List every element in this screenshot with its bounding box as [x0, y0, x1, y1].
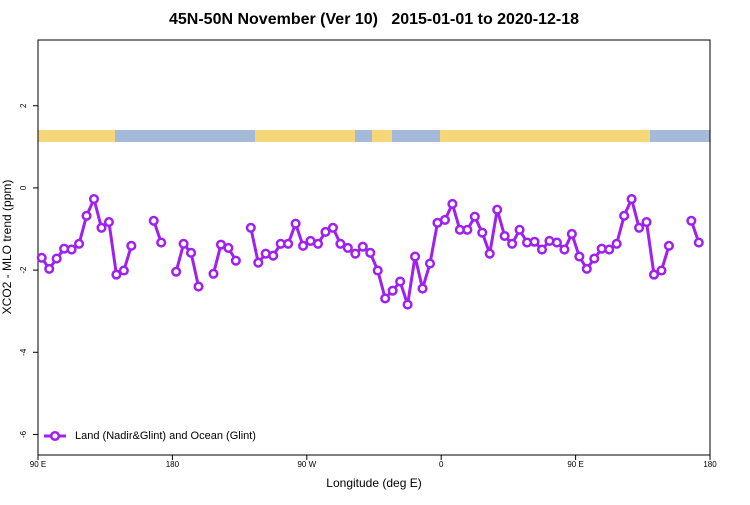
y-tick-label: 0 — [19, 185, 28, 190]
data-point — [335, 238, 346, 249]
data-point — [186, 247, 197, 258]
x-tick-label: 0 — [439, 460, 444, 469]
data-point — [193, 281, 204, 292]
data-point — [380, 293, 391, 304]
x-axis-label: Longitude (deg E) — [326, 476, 421, 490]
data-point — [611, 238, 622, 249]
data-point — [492, 204, 503, 215]
data-point — [320, 226, 331, 237]
data-point — [619, 210, 630, 221]
data-point — [208, 268, 219, 279]
data-point — [223, 242, 234, 253]
y-tick-label: 2 — [19, 103, 28, 108]
data-point — [245, 222, 256, 233]
data-point — [178, 238, 189, 249]
data-point — [395, 276, 406, 287]
y-tick-label: -4 — [19, 348, 28, 356]
data-point — [514, 224, 525, 235]
data-point — [36, 252, 47, 263]
data-point — [536, 244, 548, 255]
chart-title: 45N-50N November (Ver 10) 2015-01-01 to … — [169, 11, 579, 28]
data-point — [589, 253, 600, 264]
data-point — [648, 269, 660, 280]
data-point — [298, 240, 309, 251]
data-point — [417, 283, 428, 294]
data-point — [499, 230, 510, 242]
y-tick-label: -2 — [19, 266, 28, 274]
map-strip — [38, 130, 710, 142]
data-point — [439, 214, 450, 226]
data-point — [156, 237, 167, 248]
data-point — [529, 236, 540, 247]
y-axis-label: XCO2 - MLO trend (ppm) — [0, 180, 14, 315]
data-point — [283, 238, 294, 249]
data-point — [81, 210, 92, 221]
data-point — [230, 255, 241, 266]
data-point — [74, 238, 85, 249]
data-point — [402, 299, 413, 310]
plot-frame — [37, 39, 711, 456]
data-point — [96, 222, 107, 233]
data-point — [171, 266, 182, 277]
data-point — [268, 250, 279, 261]
x-tick-label: 90 W — [297, 460, 316, 469]
data-point — [484, 248, 495, 259]
data-point — [148, 215, 159, 226]
data-point — [462, 224, 473, 235]
legend-marker — [49, 430, 61, 442]
data-point — [372, 265, 383, 276]
data-point — [604, 244, 615, 255]
data-point — [51, 253, 62, 264]
data-point — [253, 257, 264, 268]
data-point — [126, 240, 137, 251]
data-point — [507, 238, 518, 249]
y-tick-label: -6 — [19, 430, 28, 438]
data-point — [641, 216, 652, 228]
data-point — [342, 242, 353, 253]
data-point — [365, 247, 376, 258]
data-point — [574, 251, 585, 262]
data-point — [410, 251, 421, 262]
data-point — [626, 193, 637, 205]
data-point — [103, 216, 114, 228]
x-tick-label: 180 — [166, 460, 180, 469]
data-point — [290, 218, 301, 229]
data-point — [111, 269, 122, 280]
data-point — [663, 240, 674, 251]
x-tick-label: 90 E — [30, 460, 46, 469]
data-point — [66, 244, 77, 255]
data-point — [387, 285, 398, 296]
data-point — [551, 237, 562, 248]
data-point — [312, 238, 324, 249]
data-point — [477, 227, 488, 238]
data-point — [693, 237, 704, 248]
data-point — [469, 211, 480, 222]
data-point — [581, 263, 592, 274]
data-point — [686, 215, 697, 226]
x-tick-label: 180 — [703, 460, 717, 469]
data-point — [559, 244, 570, 255]
data-point — [118, 265, 129, 276]
data-point — [447, 198, 458, 209]
data-point — [424, 258, 436, 269]
x-tick-label: 90 E — [567, 460, 583, 469]
data-point — [656, 265, 667, 276]
legend-label: Land (Nadir&Glint) and Ocean (Glint) — [75, 430, 256, 442]
data-point — [44, 263, 55, 274]
data-point — [88, 193, 100, 205]
data-point — [350, 248, 361, 259]
data-point — [634, 222, 645, 233]
data-point — [566, 228, 577, 239]
data-point — [327, 222, 338, 233]
data-point — [357, 241, 368, 252]
